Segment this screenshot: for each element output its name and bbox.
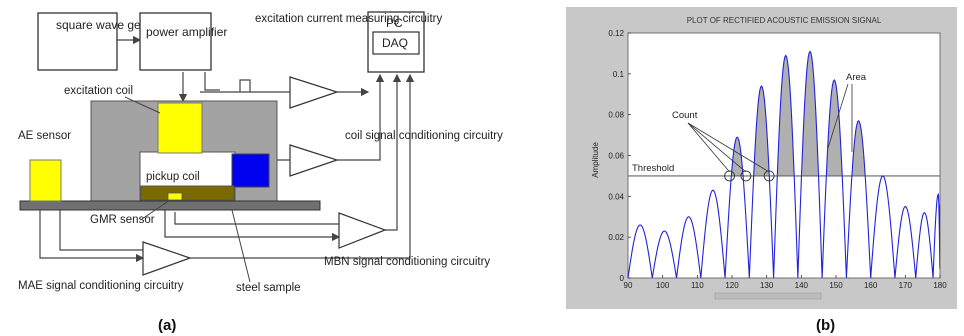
x-tick-label-2: 110 <box>691 281 704 290</box>
count-marker-1 <box>740 170 752 182</box>
gmr-sensor-chip <box>167 192 183 201</box>
exc-cur-text: excitation current measuring circuitry <box>255 13 443 25</box>
wire-gmr-mbn <box>164 210 341 242</box>
steel-sample-bar <box>19 200 321 211</box>
wire-coil-daq <box>337 73 385 161</box>
mbn-amp <box>338 212 387 249</box>
x-tick-label-5: 140 <box>795 281 809 290</box>
steel-sample-label: steel sample <box>236 282 301 294</box>
power-amplifier-block <box>139 12 212 71</box>
y-tick-label-3: 0.06 <box>608 152 624 161</box>
ae-sensor-label: AE sensor <box>18 130 71 142</box>
x-tick-label-7: 160 <box>864 281 878 290</box>
threshold-label: Threshold <box>632 163 674 174</box>
y-tick-label-6: 0.12 <box>608 29 624 38</box>
count-marker-0 <box>724 170 736 182</box>
y-tick-label-5: 0.1 <box>613 70 625 79</box>
steel-sample-leader <box>231 209 251 283</box>
count-leader-1 <box>687 122 747 173</box>
count-marker-2 <box>763 170 775 182</box>
wire-hop <box>239 79 251 92</box>
daq-label: DAQ <box>382 36 408 50</box>
mae-signal-label: MAE signal conditioning circuitry <box>18 280 184 292</box>
wire-amp-meas <box>204 72 220 91</box>
x-tick-label-3: 120 <box>725 281 739 290</box>
block-diagram: square wave generator power amplifier PC… <box>18 11 503 334</box>
gmr-holder <box>140 185 235 201</box>
wire-mae-daq <box>190 73 415 259</box>
y-tick-label-2: 0.04 <box>608 192 624 201</box>
area-leader-0 <box>827 83 849 149</box>
x-tick-label-8: 170 <box>899 281 913 290</box>
scrollbar <box>714 292 822 300</box>
caption-b: (b) <box>816 317 835 334</box>
y-tick-label-1: 0.02 <box>608 233 624 242</box>
gmr-leader <box>141 199 171 220</box>
wire-ae-2 <box>59 210 143 251</box>
area-fill-1 <box>753 86 770 176</box>
wire-mbn-daq <box>385 73 402 231</box>
caption-a: (a) <box>158 317 176 334</box>
x-tick-label-4: 130 <box>760 281 774 290</box>
x-tick-label-9: 180 <box>933 281 947 290</box>
exc-coil-leader <box>124 96 161 114</box>
excitation-current-label: excitation current measuring circuitry <box>255 13 443 25</box>
x-tick-label-1: 100 <box>656 281 670 290</box>
excitation-coil-label: excitation coil <box>64 85 133 97</box>
y-tick-label-0: 0 <box>620 274 625 283</box>
blue-coil <box>231 153 270 188</box>
area-annotation: Area <box>846 72 867 83</box>
wire-ae-mae <box>39 210 145 263</box>
count-leader-0 <box>687 122 730 173</box>
square-wave-generator-block <box>37 12 118 71</box>
pc-label: PC <box>386 16 403 30</box>
mbn-signal-label: MBN signal conditioning circuitry <box>324 256 490 268</box>
x-tick-label-0: 90 <box>624 281 633 290</box>
coil-signal-label: coil signal conditioning circuitry <box>345 130 503 142</box>
y-tick-label-4: 0.08 <box>608 111 624 120</box>
y-axis-label: Amplitude <box>591 142 600 178</box>
ae-sensor <box>29 159 62 202</box>
coil-signal-amp <box>289 144 339 177</box>
signal-line <box>628 50 940 278</box>
mae-amp <box>142 241 192 276</box>
count-leader-2 <box>687 122 770 173</box>
plot-dynamic: 90 100 110 120 130 140 150 160 170 180 0 0.02 0.04 0.… <box>608 29 947 290</box>
wire-gmr-mbn-2 <box>174 212 339 225</box>
gmr-sensor-label: GMR sensor <box>90 214 155 226</box>
power-amplifier-label: power amplifier <box>146 25 227 39</box>
plot-title: PLOT OF RECTIFIED ACOUSTIC EMISSION SIGN… <box>687 16 882 25</box>
excitation-coil <box>157 102 203 154</box>
daq-block <box>372 31 420 55</box>
x-tick-label-6: 150 <box>829 281 843 290</box>
ae-plot-panel: PLOT OF RECTIFIED ACOUSTIC EMISSION SIGN… <box>566 7 957 334</box>
count-annotation: Count <box>672 110 698 121</box>
excitation-current-amp <box>289 76 339 109</box>
wiring <box>39 35 415 263</box>
pickup-coil-label: pickup coil <box>146 171 200 183</box>
